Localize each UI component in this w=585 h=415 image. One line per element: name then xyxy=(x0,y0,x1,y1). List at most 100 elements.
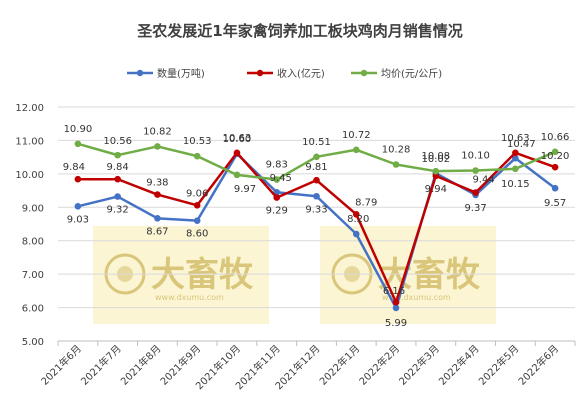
y-tick-label-8: 12.00 xyxy=(15,103,44,114)
legend-label-2: 收入(亿元) xyxy=(277,67,325,80)
x-tick-label-8: 2022年1月 xyxy=(317,342,363,388)
legend-marker-2 xyxy=(256,69,264,77)
data-label-s1-3: 8.67 xyxy=(146,226,168,237)
data-labels: 9.03 9.32 8.67 8.60 10.60 9.45 9.33 8.20 5.99 10.… xyxy=(63,124,570,329)
legend-label-1: 数量(万吨) xyxy=(157,67,205,80)
point-s2-4 xyxy=(193,201,201,209)
gridlines xyxy=(58,106,575,342)
data-label-s1-6: 9.45 xyxy=(270,173,292,184)
point-s1-3 xyxy=(154,215,161,222)
data-label-s1-11: 9.37 xyxy=(464,203,486,214)
point-s2-1 xyxy=(74,175,82,183)
legend-label-3: 均价(元/公斤) xyxy=(381,68,442,80)
data-label-s2-4: 9.06 xyxy=(186,188,208,199)
x-tick-label-9: 2022年2月 xyxy=(356,342,402,388)
y-tick-label-5: 9.00 xyxy=(22,203,44,214)
data-label-s3-8: 10.72 xyxy=(342,130,371,141)
legend-marker-3 xyxy=(360,69,368,77)
point-s2-8 xyxy=(352,211,360,218)
data-label-s1-8: 8.20 xyxy=(347,214,369,225)
data-label-s3-1: 10.90 xyxy=(64,124,93,135)
x-tick-label-1: 2021年6月 xyxy=(38,342,84,388)
legend-marker-1 xyxy=(136,69,144,77)
y-tick-label-4: 8.00 xyxy=(22,237,44,248)
point-s3-2 xyxy=(114,151,121,159)
data-label-s1-5: 10.60 xyxy=(223,134,252,145)
data-label-s1-2: 9.32 xyxy=(107,205,129,216)
y-tick-label-3: 7.00 xyxy=(22,270,44,281)
point-s1-2 xyxy=(114,193,121,200)
y-tick-label-1: 5.00 xyxy=(22,337,44,348)
data-label-s2-13: 10.20 xyxy=(541,151,570,162)
point-s1-4 xyxy=(193,217,201,224)
watermark-brand: 大畜牧 xyxy=(378,255,481,295)
point-s2-5 xyxy=(233,149,241,157)
point-s2-13 xyxy=(551,163,559,171)
data-label-s3-12: 10.15 xyxy=(501,179,530,190)
point-s3-1 xyxy=(74,140,82,148)
data-label-s1-12: 10.47 xyxy=(507,139,536,150)
point-s2-2 xyxy=(114,175,121,183)
point-s3-12 xyxy=(512,165,519,173)
data-label-s1-1: 9.03 xyxy=(67,214,89,225)
point-s2-12 xyxy=(512,149,519,157)
data-label-s3-10: 10.08 xyxy=(421,151,450,162)
point-s3-9 xyxy=(392,161,400,168)
chart-title: 圣农发展近1年家禽饲养加工板块鸡肉月销售情况 xyxy=(136,22,462,40)
data-label-s3-4: 10.53 xyxy=(183,136,212,147)
point-s1-12 xyxy=(512,154,519,162)
legend: 数量(万吨) 收入(亿元) 均价(元/公斤) xyxy=(127,67,442,80)
point-s2-10 xyxy=(432,172,440,180)
point-s1-13 xyxy=(551,184,559,192)
y-axis: 5.00 6.00 7.00 8.00 9.00 10.00 11.00 12.00 xyxy=(15,103,44,348)
data-label-s3-3: 10.82 xyxy=(143,126,172,137)
point-s1-7 xyxy=(313,192,320,200)
data-label-s3-2: 10.56 xyxy=(103,136,132,147)
data-label-s2-3: 9.38 xyxy=(146,178,168,189)
data-label-s1-7: 9.33 xyxy=(305,204,327,215)
x-tick-label-3: 2021年8月 xyxy=(118,342,164,388)
data-label-s2-10: 9.94 xyxy=(425,184,447,195)
point-s3-11 xyxy=(472,167,479,174)
data-label-s2-8: 8.79 xyxy=(355,197,377,208)
point-s1-1 xyxy=(74,202,82,210)
watermark-site: www.dxumu.com xyxy=(155,293,224,302)
point-s2-7 xyxy=(313,176,320,184)
point-s2-3 xyxy=(154,191,161,198)
x-axis: 2021年6月2021年7月2021年8月2021年9月2021年10月2021… xyxy=(38,341,576,392)
data-label-s2-7: 9.81 xyxy=(305,162,327,173)
point-s3-3 xyxy=(154,143,161,150)
data-label-s2-5: 10.63 xyxy=(223,133,252,144)
x-tick-label-12: 2022年5月 xyxy=(476,342,522,388)
watermark-brand: 大畜牧 xyxy=(151,255,254,295)
point-s1-9 xyxy=(392,304,400,312)
data-label-s3-5: 9.97 xyxy=(234,184,256,195)
y-tick-label-7: 11.00 xyxy=(15,136,44,147)
series-group xyxy=(74,140,559,312)
point-s2-11 xyxy=(472,189,479,196)
y-tick-label-6: 10.00 xyxy=(15,170,44,181)
point-s3-4 xyxy=(193,152,201,160)
y-tick-label-2: 6.00 xyxy=(22,304,44,315)
data-label-s2-2: 9.84 xyxy=(107,162,129,173)
data-label-s2-12: 10.63 xyxy=(501,133,530,144)
data-label-s3-11: 10.10 xyxy=(461,151,490,162)
point-s3-7 xyxy=(313,153,320,161)
point-s3-5 xyxy=(233,171,241,179)
point-s2-6 xyxy=(273,194,281,201)
data-label-s1-9: 5.99 xyxy=(385,318,407,329)
data-label-s1-4: 8.60 xyxy=(186,229,208,240)
data-label-s1-13: 9.57 xyxy=(544,198,566,209)
point-s3-10 xyxy=(432,167,440,175)
data-label-s3-6: 9.83 xyxy=(266,160,288,171)
watermark-site: www.dxumu.com xyxy=(382,293,451,302)
data-label-s2-1: 9.84 xyxy=(63,162,85,173)
point-s1-8 xyxy=(352,230,360,238)
data-label-s3-9: 10.28 xyxy=(382,144,411,155)
data-label-s3-7: 10.51 xyxy=(302,137,331,148)
point-s3-6 xyxy=(273,176,281,183)
x-tick-label-2: 2021年7月 xyxy=(78,342,124,388)
data-label-s2-6: 9.29 xyxy=(266,206,288,217)
x-tick-label-11: 2022年4月 xyxy=(436,342,482,388)
